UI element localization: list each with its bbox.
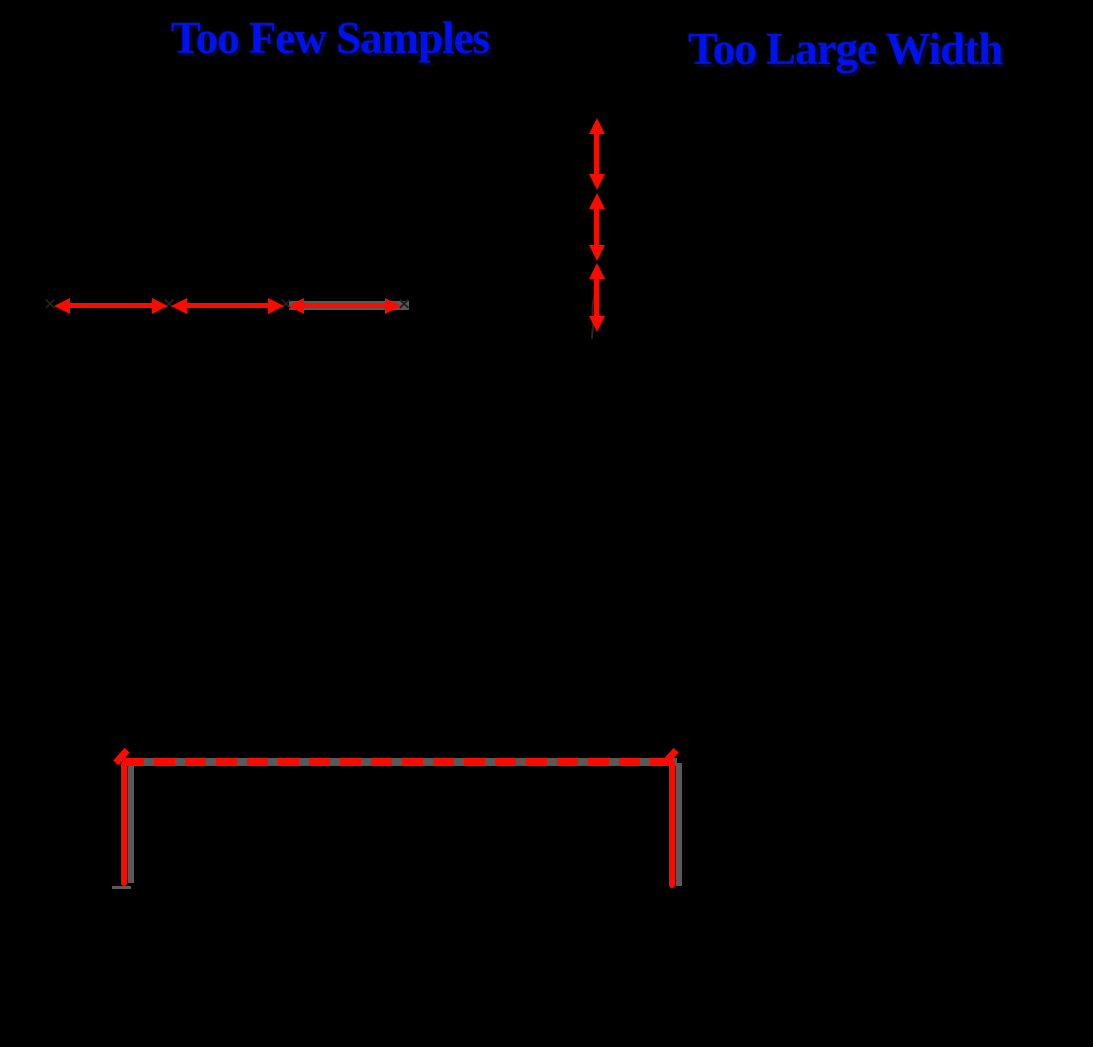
kernel-width-arrow-icon [594,134,599,174]
right-panel-title: Too Large Width [688,24,1003,74]
sample-spacing-arrow-icon [187,303,268,308]
boxcar-baseline-stub [112,886,131,889]
boxcar-top-dashed-line [123,758,677,766]
left-panel-title: Too Few Samples [170,13,490,63]
boxcar-right-edge-shadow [676,763,682,886]
boxcar-left-edge-shadow [128,765,134,883]
kernel-width-arrow-icon [594,209,599,245]
boxcar-right-edge [669,760,675,888]
sample-spacing-arrow-icon [304,303,385,308]
boxcar-left-edge [121,761,127,886]
kernel-width-arrow-icon [594,279,599,316]
sample-spacing-arrow-icon [70,303,152,308]
